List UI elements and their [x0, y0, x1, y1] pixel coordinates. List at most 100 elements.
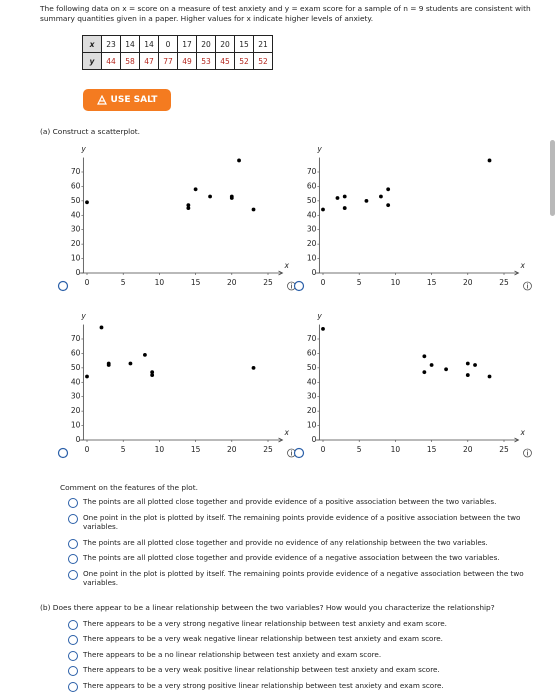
- data-point: [422, 354, 427, 359]
- table-cell: 44: [101, 52, 121, 70]
- data-point: [386, 187, 391, 192]
- x-tick-label: 0: [85, 445, 90, 454]
- salt-button[interactable]: USE SALT: [83, 89, 171, 111]
- y-tick-label: 70: [71, 334, 81, 343]
- option-text: There appears to be a very weak negative…: [83, 634, 443, 643]
- y-tick-label: 30: [307, 225, 317, 234]
- radio-button[interactable]: [68, 682, 78, 692]
- data-point: [106, 363, 111, 367]
- data-point: [465, 373, 470, 377]
- data-point: [229, 196, 234, 200]
- data-point: [487, 374, 492, 379]
- radio-button[interactable]: [57, 447, 69, 459]
- radio-button[interactable]: [68, 666, 78, 676]
- data-point: [186, 206, 191, 210]
- option-text: One point in the plot is plotted by itse…: [83, 569, 524, 588]
- x-tick-label: 5: [357, 445, 362, 454]
- radio-button[interactable]: [68, 620, 78, 630]
- data-point: [465, 361, 470, 366]
- data-point: [208, 194, 212, 199]
- data-point: [429, 363, 434, 367]
- y-tick-label: 0: [76, 435, 81, 444]
- part-b-prompt: (b) Does there appear to be a linear rel…: [40, 603, 495, 612]
- x-tick-label: 5: [121, 445, 126, 454]
- data-point: [128, 361, 133, 366]
- y-tick-label: 50: [307, 196, 317, 205]
- radio-button[interactable]: [68, 554, 78, 564]
- data-point: [143, 352, 147, 357]
- x-tick-label: 20: [463, 278, 473, 287]
- table-cell: 21: [253, 35, 273, 53]
- radio-button[interactable]: [68, 651, 78, 661]
- y-tick-label: 70: [307, 334, 317, 343]
- option-text: The points are all plotted close togethe…: [83, 538, 488, 547]
- y-tick-label: 50: [71, 196, 81, 205]
- x-tick-label: 15: [191, 278, 201, 287]
- data-point: [251, 365, 256, 370]
- data-point: [150, 370, 155, 375]
- data-point: [386, 203, 391, 208]
- table-cell: 52: [253, 52, 273, 70]
- radio-button[interactable]: [68, 635, 78, 645]
- table-cell: 77: [158, 52, 178, 70]
- table-cell: 14: [120, 35, 140, 53]
- y-tick-label: 40: [71, 210, 81, 219]
- table-cell: 45: [215, 52, 235, 70]
- y-tick-label: 30: [307, 392, 317, 401]
- data-point: [186, 203, 191, 208]
- x-tick-label: 15: [427, 278, 437, 287]
- row-header: x: [82, 35, 102, 53]
- table-cell: 52: [234, 52, 254, 70]
- y-tick-label: 0: [76, 268, 81, 277]
- table-cell: 53: [196, 52, 216, 70]
- y-tick-label: 20: [71, 239, 81, 248]
- x-axis-label: x: [519, 428, 525, 437]
- table-cell: 0: [158, 35, 178, 53]
- y-axis-label: y: [80, 312, 86, 321]
- y-tick-label: 60: [307, 181, 317, 190]
- data-point: [342, 206, 347, 210]
- radio-button[interactable]: [68, 498, 78, 508]
- option-text: There appears to be a no linear relation…: [83, 650, 382, 659]
- x-tick-label: 5: [357, 278, 362, 287]
- x-tick-label: 0: [321, 278, 326, 287]
- x-tick-label: 20: [227, 278, 237, 287]
- y-tick-label: 10: [71, 421, 81, 430]
- intro-text: The following data on x = score on a mea…: [40, 4, 531, 23]
- radio-button[interactable]: [68, 570, 78, 580]
- comment-prompt: Comment on the features of the plot.: [60, 483, 198, 492]
- radio-button[interactable]: [68, 514, 78, 524]
- table-cell: 15: [234, 35, 254, 53]
- data-point: [422, 370, 427, 375]
- y-tick-label: 40: [307, 210, 317, 219]
- y-tick-label: 0: [312, 435, 317, 444]
- y-tick-label: 60: [71, 348, 81, 357]
- x-axis-label: x: [283, 428, 289, 437]
- y-axis-label: y: [316, 312, 322, 321]
- radio-button[interactable]: [68, 539, 78, 549]
- data-point: [364, 198, 369, 203]
- x-tick-label: 0: [321, 445, 326, 454]
- data-point: [99, 325, 104, 330]
- y-tick-label: 10: [307, 421, 317, 430]
- table-cell: 20: [215, 35, 235, 53]
- table-cell: 14: [139, 35, 159, 53]
- y-tick-label: 40: [71, 377, 81, 386]
- x-tick-label: 10: [391, 278, 401, 287]
- radio-button[interactable]: [293, 447, 305, 459]
- radio-button[interactable]: [293, 280, 305, 292]
- data-table: x 23 14 14 0 17 20 20 15 21 y 44 58 47 77 49 53 45 52 52: [82, 35, 273, 70]
- x-tick-label: 20: [463, 445, 473, 454]
- x-row: x 23 14 14 0 17 20 20 15 21: [82, 35, 273, 53]
- x-tick-label: 10: [391, 445, 401, 454]
- radio-button[interactable]: [57, 280, 69, 292]
- data-point: [150, 373, 155, 377]
- x-tick-label: 0: [85, 278, 90, 287]
- scrollbar[interactable]: [550, 140, 555, 216]
- y-tick-label: 20: [307, 406, 317, 415]
- y-tick-label: 70: [71, 167, 81, 176]
- data-point: [193, 187, 198, 192]
- y-row: y 44 58 47 77 49 53 45 52 52: [82, 52, 273, 70]
